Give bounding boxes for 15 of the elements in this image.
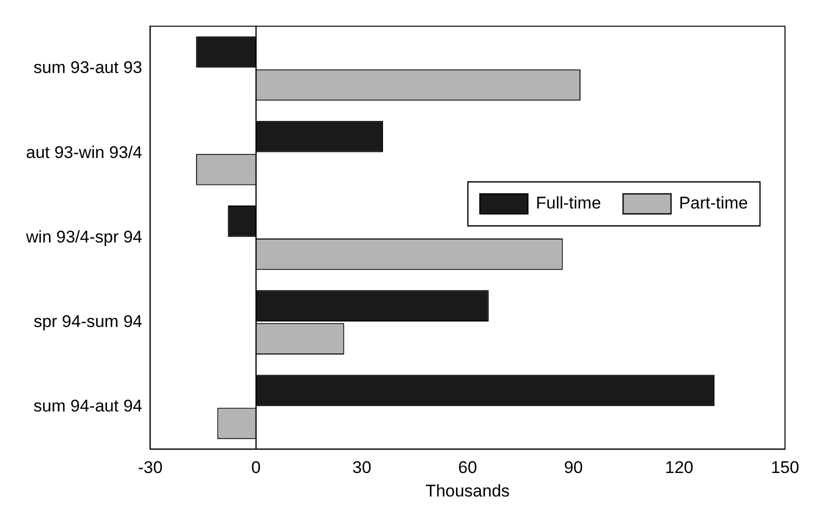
- x-tick-label: 90: [564, 458, 583, 478]
- x-tick-label: 60: [458, 458, 478, 478]
- legend-label: Full-time: [536, 194, 602, 213]
- y-tick-label: sum 94-aut 94: [34, 396, 142, 416]
- legend-label: Part-time: [679, 194, 748, 213]
- y-tick-label: sum 93-aut 93: [34, 58, 142, 78]
- x-axis-title: Thousands: [426, 481, 510, 500]
- x-tick-label: 0: [251, 458, 261, 478]
- x-tick-label: 30: [352, 458, 372, 478]
- x-tick-label: -30: [138, 458, 163, 478]
- y-tick-label: win 93/4-spr 94: [25, 227, 142, 246]
- y-tick-label: aut 93-win 93/4: [26, 142, 142, 162]
- x-tick-label: 120: [665, 458, 694, 478]
- x-tick-label: 150: [770, 458, 800, 478]
- y-tick-label: spr 94-sum 94: [34, 312, 142, 331]
